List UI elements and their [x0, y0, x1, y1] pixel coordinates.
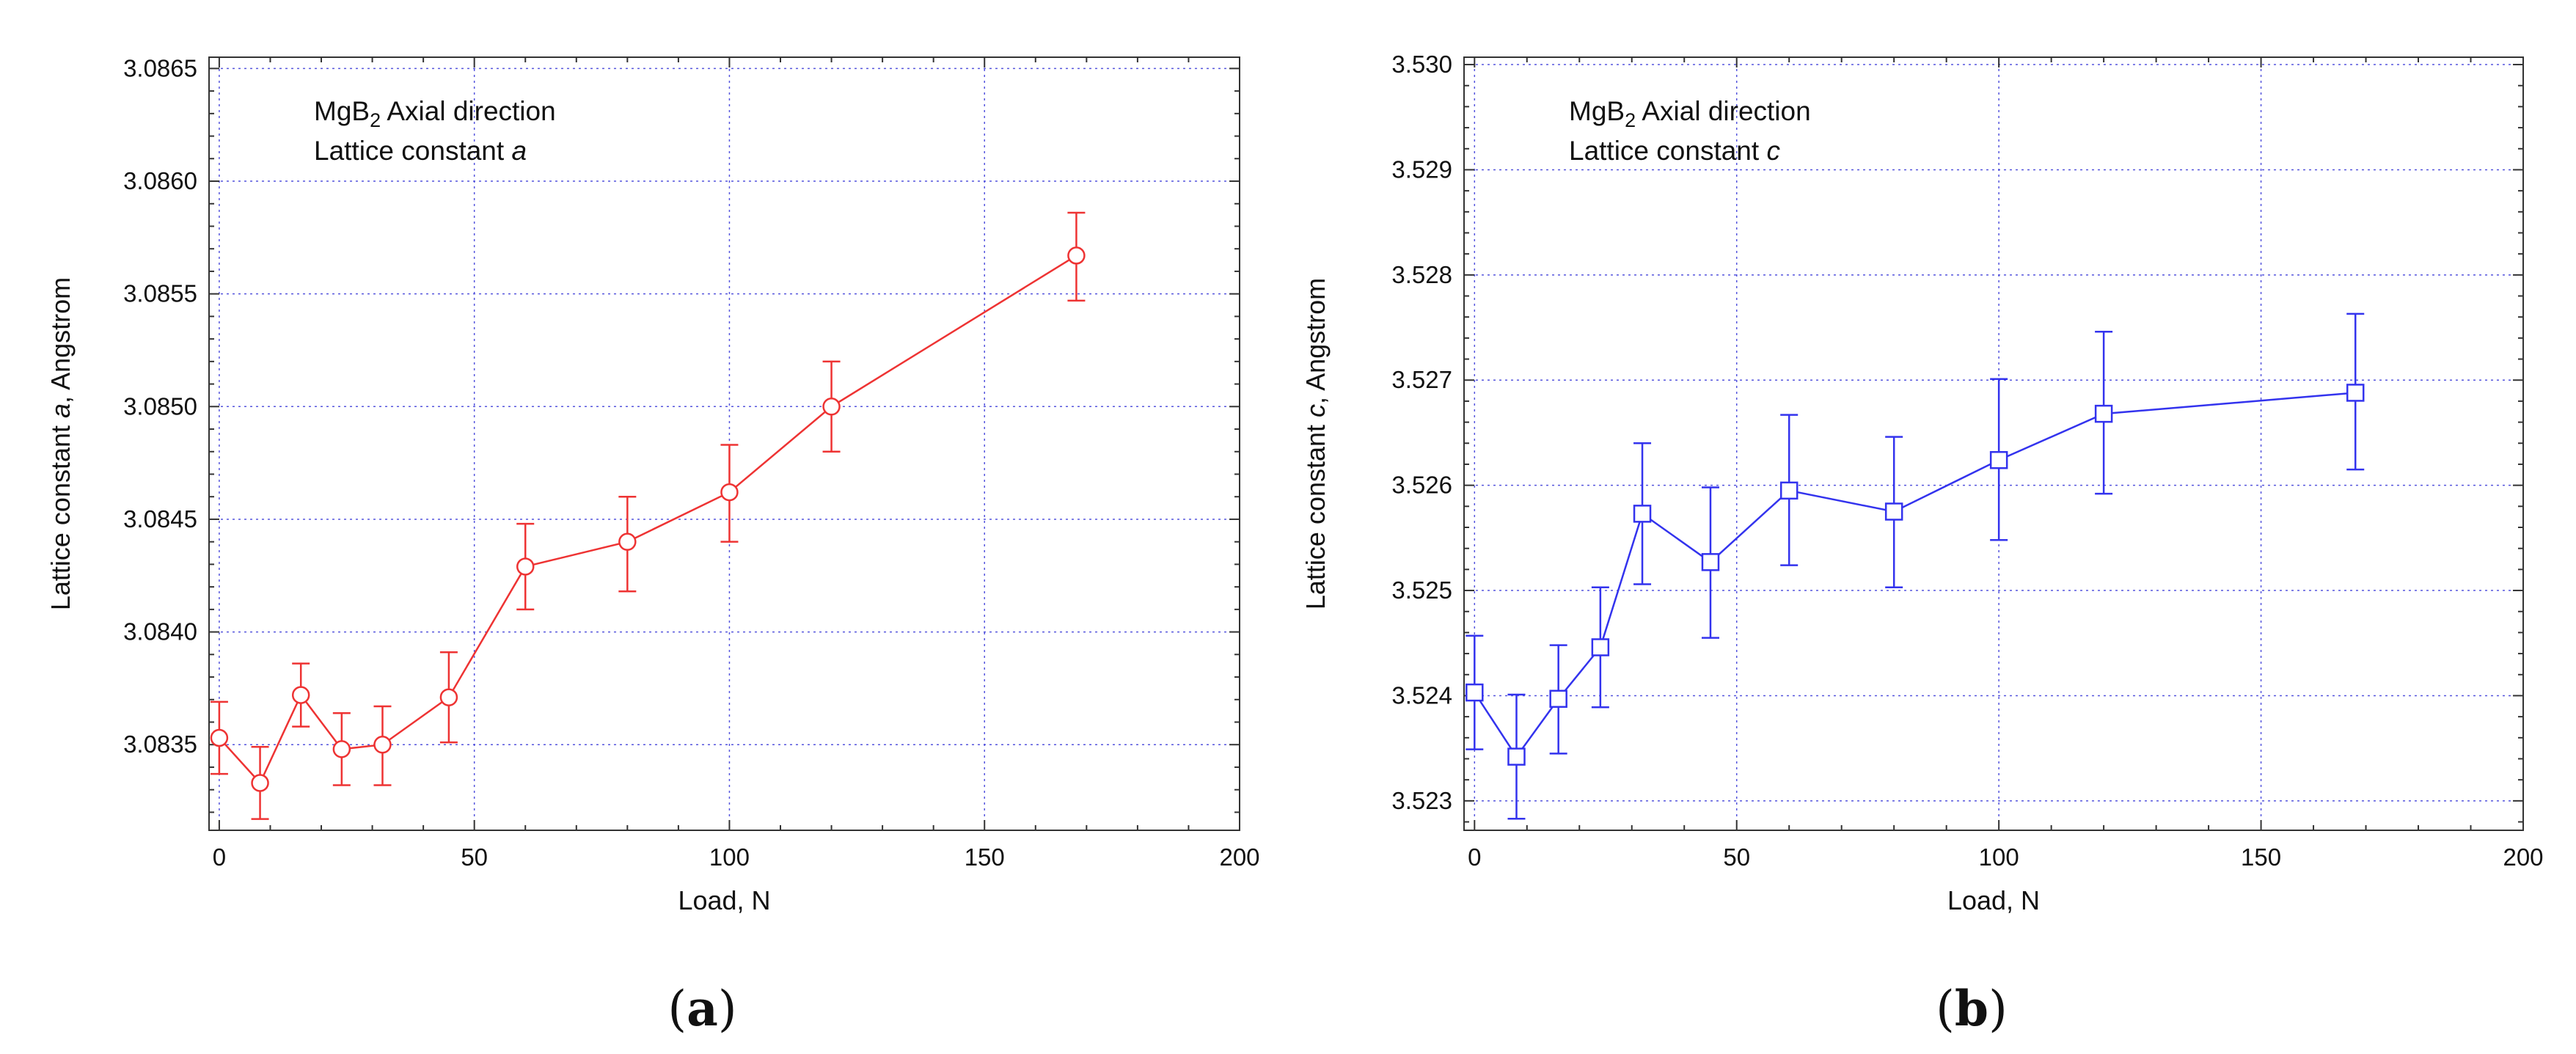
x-axis-label: Load, N	[678, 885, 770, 915]
axis-tick-marks	[209, 57, 1240, 830]
data-point	[1591, 638, 1610, 656]
data-point	[439, 688, 458, 706]
x-tick-labels: 0 50 100 150 200	[213, 843, 1260, 871]
x-tick-label: 50	[1723, 843, 1750, 871]
y-tick-label: 3.527	[1391, 366, 1452, 393]
plot-frame	[208, 56, 1240, 831]
annotation-line-2: Lattice constant c	[1569, 136, 1780, 166]
data-point	[1507, 747, 1526, 766]
series-lattice-c	[1466, 312, 2365, 820]
y-tick-label: 3.523	[1391, 787, 1452, 814]
data-point	[251, 774, 269, 792]
x-tick-label: 200	[1219, 843, 1259, 871]
x-tick-label: 150	[965, 843, 1005, 871]
chart-panel-a: 0 50 100 150 200 3.08353.08403.08453.08503.0…	[45, 54, 1260, 1037]
data-point	[618, 533, 637, 551]
data-point	[1549, 689, 1567, 708]
data-point	[291, 686, 310, 704]
x-tick-label: 50	[461, 843, 488, 871]
y-tick-label: 3.525	[1391, 577, 1452, 604]
x-tick-label: 100	[709, 843, 750, 871]
annotation-line-1: MgB2 Axial direction	[314, 96, 556, 131]
x-tick-label: 150	[2241, 843, 2281, 871]
series-lattice-a	[210, 211, 1086, 820]
data-point	[1466, 683, 1484, 702]
y-tick-label: 3.0860	[123, 167, 197, 194]
x-tick-label: 200	[2503, 843, 2543, 871]
y-axis-label: Lattice constant c, Angstrom	[1300, 278, 1331, 610]
y-tick-label: 3.529	[1391, 155, 1452, 183]
data-point	[1633, 505, 1652, 523]
data-point	[516, 557, 535, 576]
annotation-line-1: MgB2 Axial direction	[1569, 96, 1811, 131]
data-point	[1884, 502, 1903, 521]
x-tick-label: 0	[213, 843, 226, 871]
y-tick-label: 3.530	[1391, 51, 1452, 78]
x-tick-labels: 0 50 100 150 200	[1468, 843, 2543, 871]
data-point	[332, 740, 351, 758]
data-point	[822, 398, 841, 416]
x-axis-label: Load, N	[1947, 885, 2040, 915]
panel-label: (b)	[1936, 980, 2008, 1037]
y-tick-label: 3.0855	[123, 280, 197, 307]
data-point	[1067, 246, 1086, 265]
grid-lines	[1464, 57, 2523, 830]
data-point	[2094, 404, 2113, 423]
y-axis-label: Lattice constant a, Angstrom	[45, 277, 76, 610]
x-tick-label: 0	[1468, 843, 1481, 871]
y-tick-labels: 3.523 3.524 3.525 3.526 3.527 3.528 3.529 3.530	[1391, 51, 1452, 814]
data-point	[1779, 481, 1799, 500]
y-tick-label: 3.0865	[123, 54, 197, 81]
y-tick-labels: 3.0835 3.0840 3.0845 3.0850 3.0855 3.0860 3.08…	[123, 54, 197, 758]
x-tick-label: 100	[1979, 843, 2019, 871]
data-point	[1989, 450, 2008, 469]
panel-label: (a)	[667, 980, 736, 1037]
chart-panel-b: 0 50 100 150 200 3.5233.5243.5253.5263.5273.…	[1300, 51, 2544, 1037]
data-point	[373, 735, 392, 754]
y-tick-label: 3.0850	[123, 392, 197, 420]
y-tick-label: 3.0840	[123, 618, 197, 645]
data-point	[2346, 384, 2365, 402]
data-point	[1701, 553, 1720, 571]
y-tick-label: 3.0845	[123, 505, 197, 533]
y-tick-label: 3.0835	[123, 731, 197, 758]
annotation-line-2: Lattice constant a	[314, 136, 527, 166]
data-point	[720, 483, 739, 502]
data-point	[210, 728, 229, 747]
y-tick-label: 3.526	[1391, 472, 1452, 499]
y-tick-label: 3.524	[1391, 681, 1452, 709]
y-tick-label: 3.528	[1391, 261, 1452, 288]
